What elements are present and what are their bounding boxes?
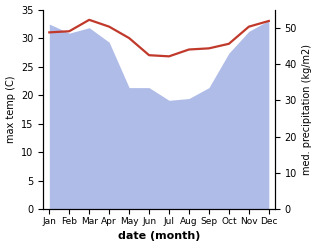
X-axis label: date (month): date (month) [118,231,200,242]
Y-axis label: med. precipitation (kg/m2): med. precipitation (kg/m2) [302,44,313,175]
Y-axis label: max temp (C): max temp (C) [5,76,16,143]
